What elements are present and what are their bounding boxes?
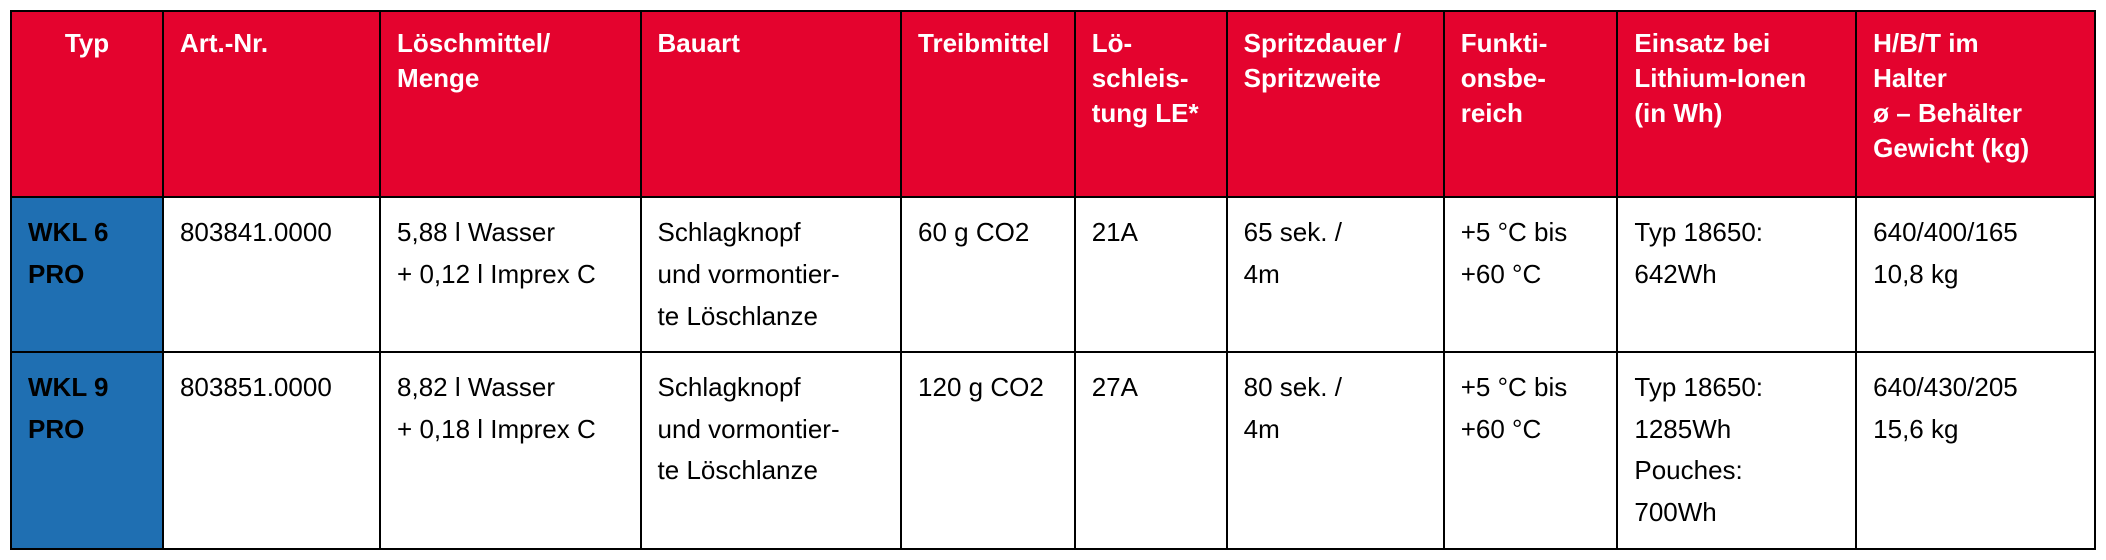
- cell-le: 21A: [1075, 197, 1227, 352]
- cell-typ: WKL 9PRO: [11, 352, 163, 548]
- spec-table: Typ Art.-Nr. Löschmittel/Menge Bauart Tr…: [10, 10, 2096, 550]
- cell-le: 27A: [1075, 352, 1227, 548]
- cell-loesch: 5,88 l Wasser+ 0,12 l Imprex C: [380, 197, 641, 352]
- col-header-spritz: Spritzdauer /Spritzweite: [1227, 11, 1444, 197]
- col-header-loesch: Löschmittel/Menge: [380, 11, 641, 197]
- cell-treib: 120 g CO2: [901, 352, 1075, 548]
- cell-hbt: 640/400/16510,8 kg: [1856, 197, 2095, 352]
- col-header-art: Art.-Nr.: [163, 11, 380, 197]
- cell-typ: WKL 6PRO: [11, 197, 163, 352]
- cell-hbt: 640/430/20515,6 kg: [1856, 352, 2095, 548]
- table-header-row: Typ Art.-Nr. Löschmittel/Menge Bauart Tr…: [11, 11, 2095, 197]
- cell-treib: 60 g CO2: [901, 197, 1075, 352]
- col-header-funk: Funkti-onsbe-reich: [1444, 11, 1618, 197]
- col-header-einsatz: Einsatz beiLithium-Ionen(in Wh): [1617, 11, 1856, 197]
- cell-loesch: 8,82 l Wasser+ 0,18 l Imprex C: [380, 352, 641, 548]
- cell-funk: +5 °C bis+60 °C: [1444, 352, 1618, 548]
- col-header-hbt: H/B/T imHalterø – BehälterGewicht (kg): [1856, 11, 2095, 197]
- cell-bauart: Schlagknopfund vormontier-te Löschlanze: [641, 197, 902, 352]
- cell-art: 803841.0000: [163, 197, 380, 352]
- table-row: WKL 9PRO 803851.0000 8,82 l Wasser+ 0,18…: [11, 352, 2095, 548]
- col-header-bauart: Bauart: [641, 11, 902, 197]
- col-header-le: Lö-schleis-tung LE*: [1075, 11, 1227, 197]
- cell-spritz: 65 sek. /4m: [1227, 197, 1444, 352]
- cell-einsatz: Typ 18650:642Wh: [1617, 197, 1856, 352]
- cell-art: 803851.0000: [163, 352, 380, 548]
- cell-funk: +5 °C bis+60 °C: [1444, 197, 1618, 352]
- cell-bauart: Schlagknopfund vormontier-te Löschlanze: [641, 352, 902, 548]
- col-header-treib: Treibmittel: [901, 11, 1075, 197]
- cell-spritz: 80 sek. /4m: [1227, 352, 1444, 548]
- cell-einsatz: Typ 18650:1285WhPouches:700Wh: [1617, 352, 1856, 548]
- table-row: WKL 6PRO 803841.0000 5,88 l Wasser+ 0,12…: [11, 197, 2095, 352]
- col-header-typ: Typ: [11, 11, 163, 197]
